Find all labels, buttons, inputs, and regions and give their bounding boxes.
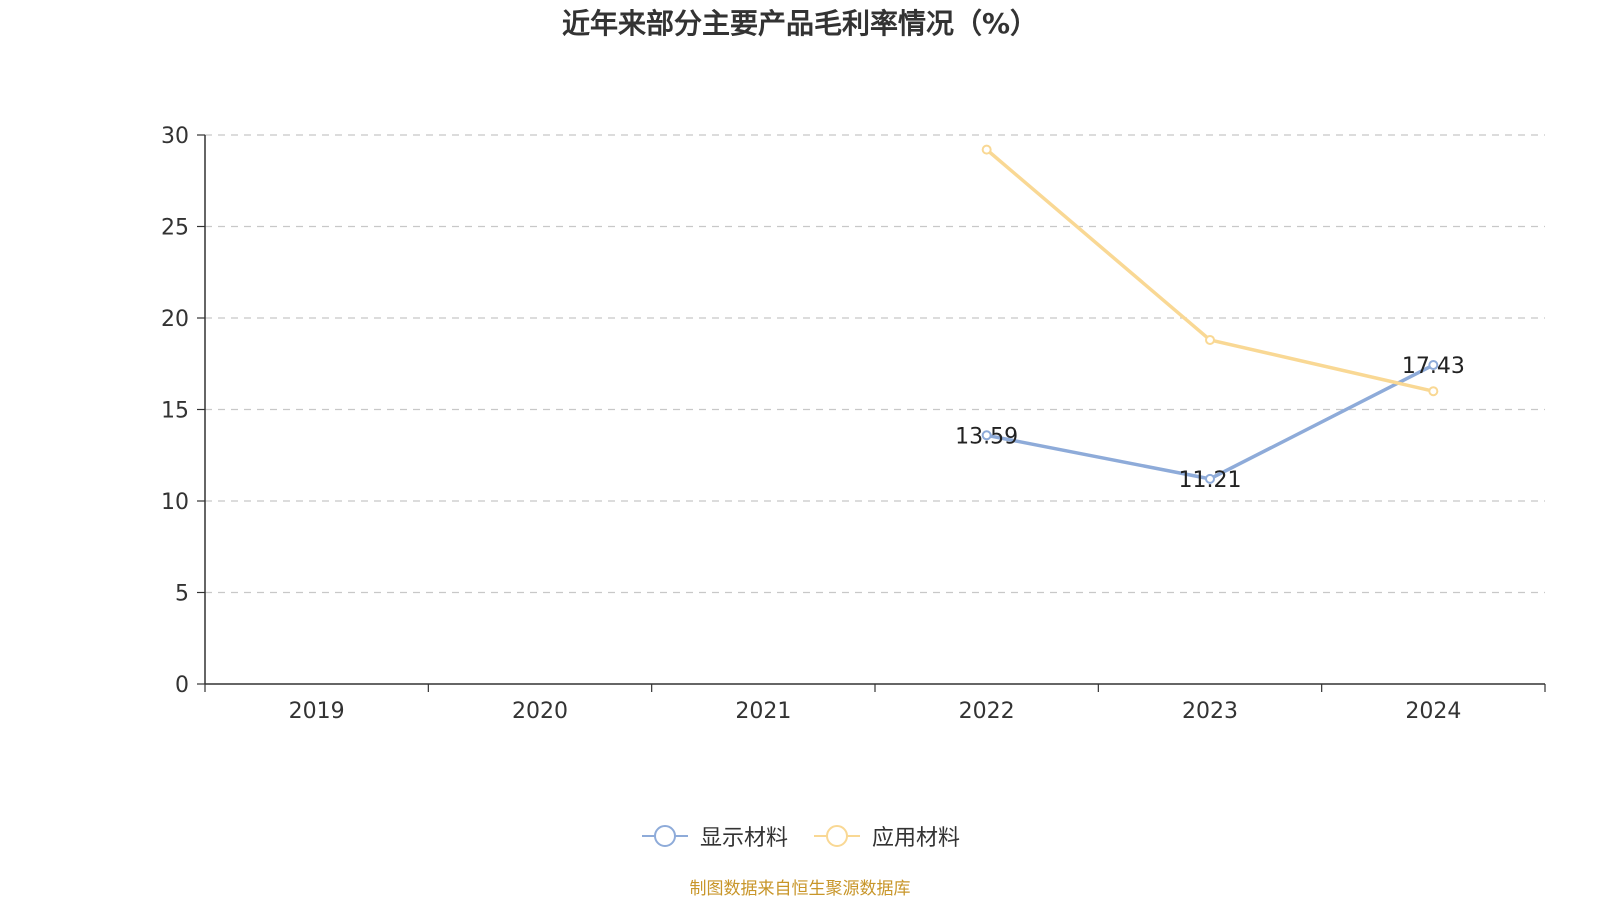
data-point[interactable] xyxy=(981,430,992,441)
legend-marker-icon xyxy=(814,825,860,847)
y-tick-label: 15 xyxy=(161,399,189,424)
y-tick-label: 25 xyxy=(161,216,189,241)
x-tick-label: 2021 xyxy=(735,699,791,724)
data-point[interactable] xyxy=(1428,386,1439,397)
axis-layer: 0 5 10 15 20 25 30 2019 2020 2021 2022 2023 2024 xyxy=(161,124,1546,724)
legend-item-display-materials[interactable]: 显示材料 xyxy=(640,820,788,852)
y-tick-label: 0 xyxy=(175,673,189,698)
x-tick-label: 2020 xyxy=(512,699,568,724)
y-tick-label: 5 xyxy=(175,582,189,607)
x-tick-label: 2019 xyxy=(289,699,345,724)
x-tick-label: 2022 xyxy=(959,699,1015,724)
data-label: 17.43 xyxy=(1402,354,1465,379)
chart-title: 近年来部分主要产品毛利率情况（%） xyxy=(561,7,1039,40)
source-note: 制图数据来自恒生聚源数据库 xyxy=(689,879,911,899)
data-point[interactable] xyxy=(981,144,992,155)
grid-layer xyxy=(205,134,1545,594)
data-label: 13.59 xyxy=(955,424,1018,449)
x-tick-label: 2023 xyxy=(1182,699,1238,724)
y-tick-label: 10 xyxy=(161,490,189,515)
series-line-1 xyxy=(984,147,1436,393)
legend: 显示材料 应用材料 xyxy=(0,820,1600,852)
y-tick-label: 20 xyxy=(161,307,189,332)
legend-label: 显示材料 xyxy=(699,826,788,851)
series-layer xyxy=(981,144,1439,484)
data-point[interactable] xyxy=(1428,360,1439,371)
legend-marker-icon xyxy=(641,825,688,847)
x-tick-label: 2024 xyxy=(1405,699,1461,724)
legend-item-application-materials[interactable]: 应用材料 xyxy=(812,820,960,852)
data-point[interactable] xyxy=(1205,334,1215,345)
data-point[interactable] xyxy=(1205,473,1215,484)
data-label: 11.21 xyxy=(1179,468,1242,493)
data-label-layer: 13.59 11.21 17.43 xyxy=(955,354,1465,493)
series-line-0 xyxy=(984,363,1436,481)
y-tick-label: 30 xyxy=(161,124,189,149)
legend-label: 应用材料 xyxy=(872,826,961,851)
